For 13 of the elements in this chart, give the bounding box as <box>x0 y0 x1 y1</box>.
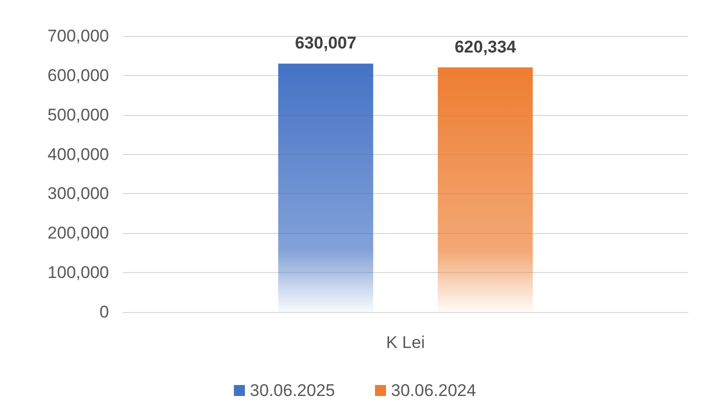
y-tick-label: 400,000 <box>48 144 109 164</box>
y-tick-label: 600,000 <box>48 66 109 85</box>
y-tick-label: 700,000 <box>48 26 109 46</box>
data-label: 630,007 <box>294 34 356 53</box>
y-tick-label: 200,000 <box>48 224 109 243</box>
legend-label: 30.06.2025 <box>250 381 336 400</box>
y-tick-label: 500,000 <box>48 105 109 124</box>
x-tick-label: K Lei <box>386 333 425 352</box>
y-tick-label: 300,000 <box>48 184 109 204</box>
y-tick-label: 0 <box>100 302 109 322</box>
data-label: 620,334 <box>454 37 517 56</box>
legend-label: 30.06.2024 <box>391 381 476 400</box>
y-tick-label: 100,000 <box>48 263 109 282</box>
